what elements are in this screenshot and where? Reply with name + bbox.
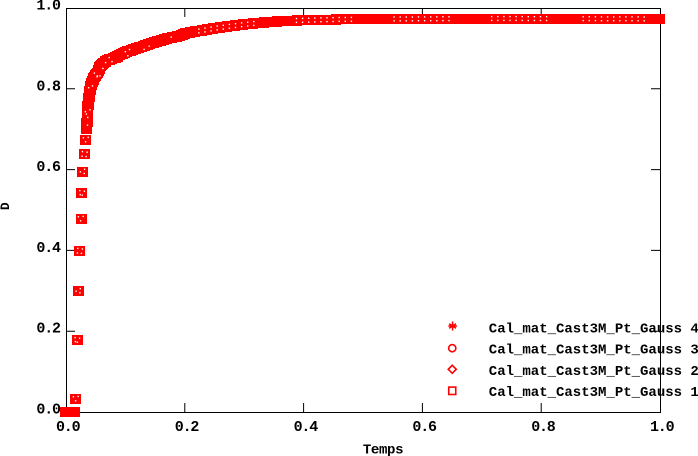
svg-text:Cal_mat_Cast3M_Pt_Gauss 2: Cal_mat_Cast3M_Pt_Gauss 2 [489, 364, 698, 380]
svg-text:1.0: 1.0 [650, 419, 675, 436]
svg-text:0.0: 0.0 [36, 402, 61, 419]
svg-text:0.8: 0.8 [531, 419, 556, 436]
svg-text:0.4: 0.4 [36, 240, 61, 257]
svg-text:0.6: 0.6 [36, 159, 61, 176]
svg-text:Cal_mat_Cast3M_Pt_Gauss 1: Cal_mat_Cast3M_Pt_Gauss 1 [489, 385, 698, 401]
svg-text:0.4: 0.4 [294, 419, 319, 436]
svg-text:D: D [0, 202, 13, 210]
svg-text:0.2: 0.2 [36, 321, 61, 338]
svg-text:0.6: 0.6 [412, 419, 437, 436]
svg-text:Cal_mat_Cast3M_Pt_Gauss 4: Cal_mat_Cast3M_Pt_Gauss 4 [489, 322, 698, 338]
svg-text:0.0: 0.0 [56, 419, 81, 436]
svg-text:Temps: Temps [363, 442, 403, 456]
svg-text:Cal_mat_Cast3M_Pt_Gauss 3: Cal_mat_Cast3M_Pt_Gauss 3 [489, 343, 698, 359]
svg-text:0.2: 0.2 [175, 419, 200, 436]
svg-text:0.8: 0.8 [36, 78, 61, 95]
svg-text:1.0: 1.0 [36, 0, 61, 15]
